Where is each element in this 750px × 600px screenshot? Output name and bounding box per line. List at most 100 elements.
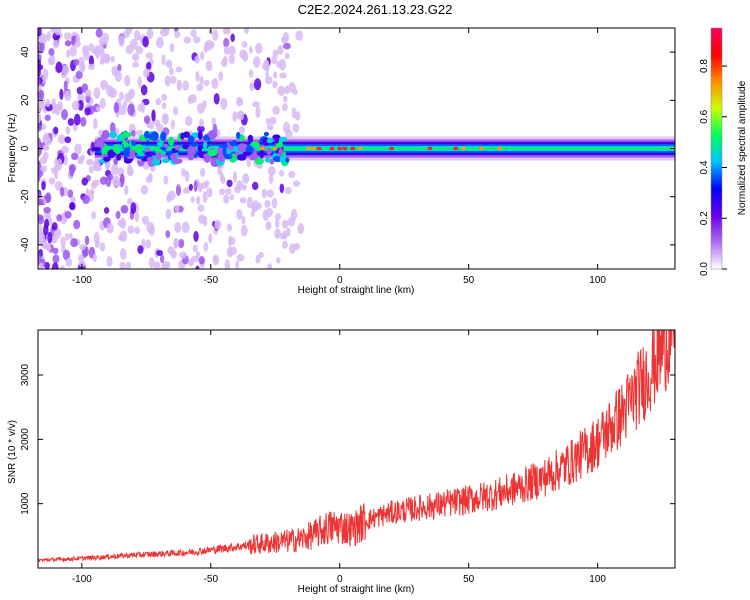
spectrogram-noise-blob bbox=[40, 33, 48, 44]
snr-y-tick-label: 2000 bbox=[20, 428, 31, 451]
spectrogram-noise-blob bbox=[117, 234, 124, 241]
spectrogram-band-blob bbox=[247, 134, 254, 143]
spectrogram-noise-blob bbox=[282, 240, 288, 249]
spectrogram-noise-blob bbox=[50, 235, 58, 244]
spectrogram-noise-blob bbox=[297, 222, 305, 235]
spectrogram-noise-blob bbox=[295, 30, 304, 41]
spectrogram-x-tick-label: 50 bbox=[463, 275, 475, 286]
spectrogram-noise-blob bbox=[143, 115, 151, 124]
spectrogram-peak-spot bbox=[461, 146, 467, 151]
spectrogram-peak-spot bbox=[272, 146, 278, 151]
spectrogram-noise-blob bbox=[52, 247, 59, 255]
spectrogram-noise-blob bbox=[93, 117, 98, 130]
spectrogram-noise-blob bbox=[46, 30, 51, 42]
spectrogram-noise-blob bbox=[82, 195, 90, 205]
spectrogram-noise-blob bbox=[212, 254, 220, 266]
spectrogram-band-blob bbox=[202, 141, 208, 151]
spectrogram-band-blob bbox=[236, 131, 241, 140]
spectrogram-noise-blob bbox=[64, 136, 72, 144]
spectrogram-noise-blob bbox=[38, 254, 42, 262]
spectrogram-noise-blob bbox=[248, 46, 253, 54]
spectrogram-noise-blob bbox=[236, 180, 244, 190]
spectrogram-x-axis-label: Height of straight line (km) bbox=[298, 285, 415, 296]
spectrogram-noise-blob bbox=[190, 196, 195, 204]
spectrogram-noise-blob bbox=[223, 194, 230, 204]
spectrogram-noise-blob bbox=[230, 33, 235, 43]
spectrogram-noise-blob bbox=[165, 208, 172, 220]
spectrogram-noise-blob bbox=[38, 262, 44, 269]
spectrogram-noise-blob bbox=[268, 117, 277, 125]
spectrogram-noise-blob bbox=[272, 71, 278, 79]
snr-x-tick-label: 0 bbox=[337, 574, 343, 585]
colorbar-gradient bbox=[711, 28, 722, 269]
spectrogram-noise-blob bbox=[223, 37, 230, 48]
spectrogram-noise-blob bbox=[174, 205, 180, 213]
spectrogram-noise-blob bbox=[125, 28, 133, 35]
spectrogram-noise-blob bbox=[175, 66, 183, 73]
spectrogram-noise-blob bbox=[75, 33, 80, 44]
spectrogram-noise-blob bbox=[220, 176, 226, 184]
spectrogram-band-blob bbox=[207, 149, 218, 157]
spectrogram-noise-blob bbox=[42, 68, 49, 81]
spectrogram-noise-blob bbox=[253, 78, 262, 91]
spectrogram-noise-blob bbox=[55, 61, 63, 74]
spectrogram-noise-blob bbox=[163, 175, 169, 185]
spectrogram-noise-blob bbox=[56, 214, 63, 222]
spectrogram-noise-blob bbox=[88, 165, 94, 174]
spectrogram-noise-blob bbox=[38, 198, 44, 206]
spectrogram-noise-blob bbox=[57, 134, 66, 144]
spectrogram-noise-blob bbox=[173, 238, 178, 250]
spectrogram-noise-blob bbox=[156, 249, 164, 256]
spectrogram-noise-blob bbox=[38, 148, 42, 157]
spectrogram-noise-blob bbox=[241, 41, 248, 48]
spectrogram-noise-blob bbox=[70, 196, 76, 204]
colorbar-tick-label: 0.8 bbox=[699, 59, 710, 73]
spectrogram-noise-blob bbox=[86, 158, 94, 166]
spectrogram-noise-blob bbox=[51, 262, 59, 269]
spectrogram-noise-blob bbox=[114, 102, 120, 114]
spectrogram-noise-blob bbox=[199, 167, 206, 178]
spectrogram-noise-blob bbox=[288, 171, 296, 179]
colorbar-label: Normalized spectral amplitude bbox=[737, 80, 748, 215]
spectrogram-noise-blob bbox=[268, 173, 274, 185]
spectrogram-noise-blob bbox=[211, 29, 219, 41]
spectrogram-band-blob bbox=[156, 141, 164, 147]
spectrogram-noise-blob bbox=[214, 219, 222, 229]
spectrogram-noise-blob bbox=[134, 211, 140, 223]
spectrogram-noise-blob bbox=[48, 48, 55, 56]
spectrogram-noise-blob bbox=[64, 90, 72, 102]
spectrogram-band-blob bbox=[167, 136, 175, 146]
spectrogram-noise-blob bbox=[44, 218, 50, 229]
spectrogram-band-blob bbox=[112, 144, 119, 153]
spectrogram-noise-blob bbox=[62, 64, 70, 76]
figure-title: C2E2.2024.261.13.23.G22 bbox=[297, 2, 453, 17]
spectrogram-noise-blob bbox=[38, 174, 41, 183]
spectrogram-noise-blob bbox=[189, 94, 197, 104]
spectrogram-peak-spot bbox=[357, 146, 363, 151]
spectrogram-band-blob bbox=[145, 151, 154, 156]
spectrogram-noise-blob bbox=[48, 177, 55, 185]
spectrogram-noise-blob bbox=[39, 156, 48, 165]
spectrogram-noise-blob bbox=[114, 70, 122, 83]
spectrogram-band-blob bbox=[264, 157, 271, 163]
spectrogram-noise-blob bbox=[142, 36, 149, 48]
spectrogram-noise-blob bbox=[182, 187, 191, 194]
spectrogram-noise-blob bbox=[115, 210, 121, 220]
spectrogram-noise-blob bbox=[119, 261, 126, 269]
spectrogram-band-blob bbox=[109, 131, 117, 139]
spectrogram-noise-blob bbox=[238, 110, 245, 121]
snr-series-line bbox=[38, 330, 675, 563]
spectrogram-noise-blob bbox=[199, 75, 204, 85]
spectrogram-noise-blob bbox=[90, 181, 98, 189]
spectrogram-y-axis-label: Frequency (Hz) bbox=[7, 114, 18, 183]
spectrogram-noise-blob bbox=[75, 70, 83, 80]
colorbar-tick-label: 0.4 bbox=[699, 160, 710, 174]
spectrogram-noise-blob bbox=[56, 158, 63, 166]
spectrogram-noise-blob bbox=[119, 91, 124, 101]
spectrogram-band-blob bbox=[133, 144, 144, 154]
spectrogram-peak-spot bbox=[329, 146, 335, 151]
spectrogram-noise-blob bbox=[66, 49, 71, 58]
spectrogram-noise-blob bbox=[267, 263, 273, 269]
spectrogram-noise-blob bbox=[146, 61, 152, 70]
spectrogram-noise-blob bbox=[38, 214, 44, 221]
